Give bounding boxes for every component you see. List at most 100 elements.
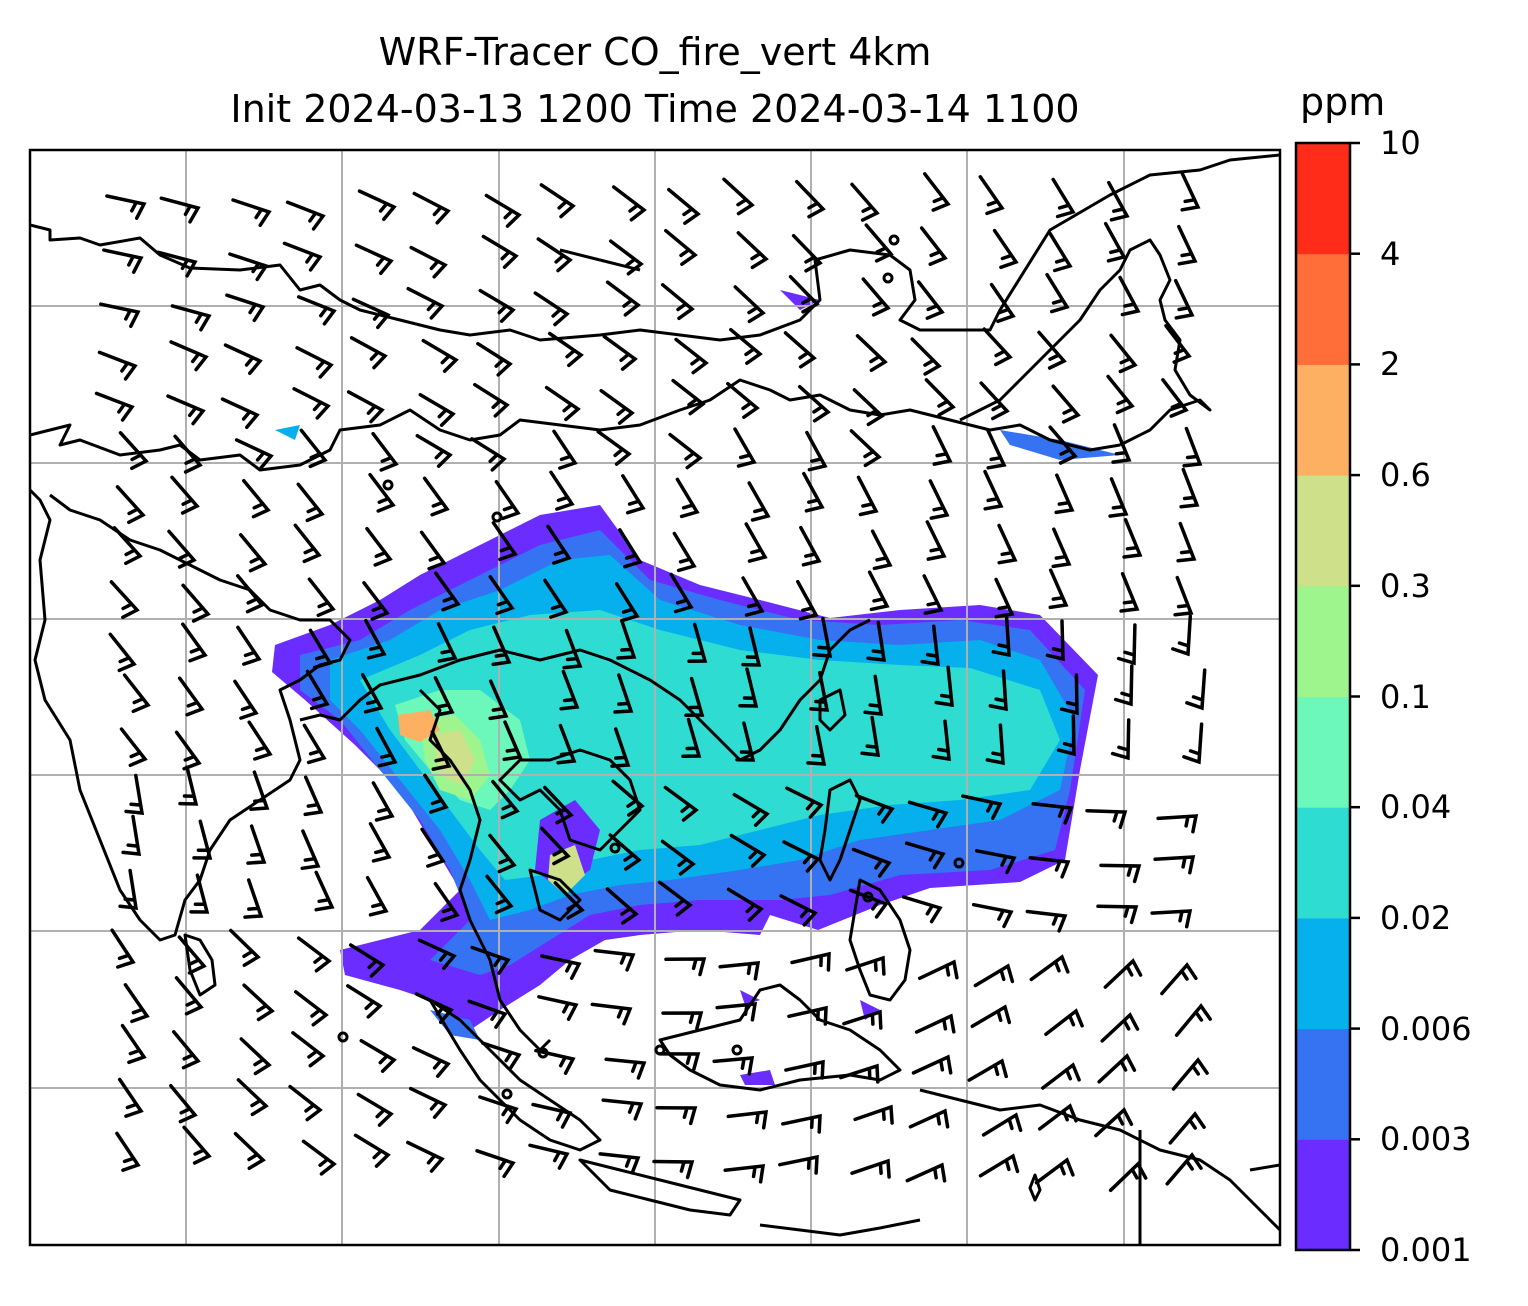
wind-barb — [839, 1063, 880, 1084]
wind-barb — [411, 1046, 451, 1078]
wind-barb — [229, 928, 261, 967]
wind-barb — [787, 1005, 828, 1026]
wind-barb — [159, 196, 201, 224]
wind-barb — [1045, 619, 1065, 662]
colorbar-tick-label: 0.02 — [1380, 898, 1452, 937]
wind-barb — [790, 951, 831, 972]
wind-barb — [856, 475, 879, 517]
wind-barb — [182, 1125, 212, 1165]
wind-barb — [223, 343, 263, 376]
wind-barb — [528, 1143, 570, 1170]
wind-barb — [123, 983, 150, 1024]
wind-barb — [420, 827, 446, 868]
wind-barb — [596, 429, 632, 466]
wind-barb — [744, 522, 768, 563]
wind-barb — [119, 727, 148, 768]
wind-barb — [430, 730, 452, 771]
wind-barb — [733, 427, 757, 468]
wind-barb — [842, 1009, 883, 1030]
wind-barb — [851, 847, 892, 878]
wind-barb — [470, 945, 511, 975]
wind-barb — [910, 337, 942, 376]
wind-barb — [110, 928, 136, 969]
wind-barb — [967, 1058, 1008, 1082]
wind-barb — [1031, 802, 1074, 825]
wind-barb — [660, 283, 695, 321]
wind-barb — [364, 618, 387, 660]
wind-barb — [282, 241, 323, 272]
colorbar-tick-label: 4 — [1380, 234, 1401, 273]
wind-barb — [664, 228, 698, 266]
wind-barb — [1037, 1103, 1078, 1131]
wind-barb — [365, 526, 393, 567]
wind-barb — [475, 1149, 516, 1179]
wind-barb — [1085, 808, 1128, 830]
wind-barb — [156, 250, 198, 278]
wind-barb — [296, 936, 332, 973]
wind-barb — [997, 523, 1018, 565]
wind-barb — [422, 476, 450, 517]
wind-barb — [1051, 384, 1081, 424]
wind-barb — [177, 935, 207, 975]
wind-barb — [736, 231, 769, 270]
wind-barb — [729, 833, 767, 868]
wind-barb — [170, 304, 212, 332]
wind-barb — [436, 622, 458, 663]
wind-barb — [715, 1002, 758, 1022]
wind-barb — [478, 1095, 519, 1125]
wind-barb — [1150, 909, 1193, 929]
wind-barb — [1180, 170, 1201, 212]
wind-barb — [120, 1023, 147, 1065]
wind-barb — [669, 572, 694, 614]
wind-barb — [484, 193, 522, 228]
wind-barb — [305, 669, 330, 711]
wind-barb — [732, 792, 770, 827]
wind-barb — [552, 429, 578, 470]
wind-barb — [1173, 278, 1195, 320]
wind-barb — [788, 274, 820, 314]
wind-barb — [866, 620, 887, 662]
wind-barb — [1108, 477, 1129, 518]
wind-barb — [608, 239, 644, 276]
wind-barb — [234, 438, 274, 470]
wind-barb — [108, 632, 137, 673]
wind-barb — [849, 429, 882, 468]
wind-barb — [861, 277, 891, 317]
colorbar-segment — [1296, 475, 1350, 587]
wind-barb — [845, 955, 886, 976]
wind-barb — [671, 378, 706, 416]
wind-barb — [973, 963, 1015, 988]
map-title-line1: WRF-Tracer CO_fire_vert 4km — [378, 30, 932, 74]
wind-barb — [1108, 1161, 1148, 1193]
wind-barb — [169, 1083, 198, 1124]
wind-barb — [1161, 378, 1189, 418]
wind-barb — [850, 1158, 891, 1179]
wind-barb — [920, 624, 940, 667]
wind-barb — [481, 1041, 522, 1071]
wind-barb — [556, 723, 577, 765]
wind-barb — [178, 765, 199, 806]
wind-barb — [360, 672, 384, 714]
wind-barb — [170, 475, 200, 515]
tracer-plume — [272, 290, 1120, 1085]
wind-barb — [848, 888, 889, 919]
wind-barb — [169, 340, 209, 372]
wind-barb — [608, 833, 642, 871]
wind-barb — [1044, 1008, 1084, 1036]
wind-barb — [233, 1131, 266, 1171]
wind-barb — [167, 529, 197, 569]
wind-barb — [611, 185, 647, 222]
wind-barb — [346, 984, 383, 1019]
colorbar-tick-label: 0.04 — [1380, 788, 1452, 827]
colorbar-segment — [1296, 364, 1350, 476]
wind-barb — [236, 625, 262, 666]
wind-barb — [296, 295, 337, 326]
map-title-line2: Init 2024-03-13 1200 Time 2024-03-14 110… — [230, 87, 1080, 131]
colorbar — [1294, 141, 1360, 1252]
wind-barb — [908, 1108, 950, 1129]
wind-barb — [243, 878, 264, 919]
wind-barb — [852, 388, 885, 427]
wind-barb — [562, 628, 583, 670]
coastlines-borders — [30, 153, 1280, 1245]
